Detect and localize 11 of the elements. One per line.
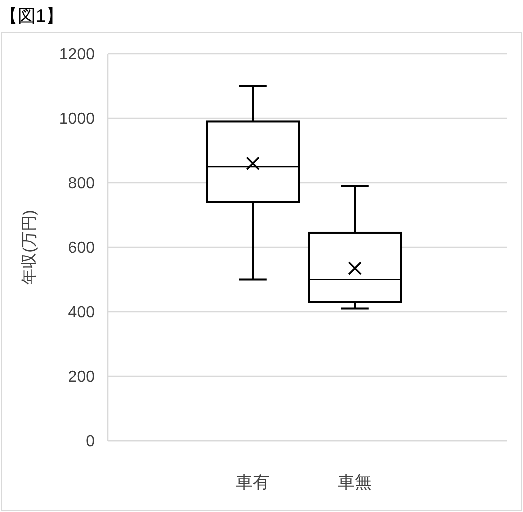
y-tick-label: 400 [68, 304, 96, 322]
y-axis-title: 年収(万円) [20, 210, 38, 285]
y-tick-label: 200 [68, 369, 96, 386]
y-tick-label: 0 [86, 434, 96, 451]
y-tick-label: 1000 [59, 111, 96, 128]
y-tick-label: 800 [68, 176, 96, 193]
y-tick-label: 1200 [59, 46, 96, 64]
x-tick-label: 車有 [236, 473, 270, 492]
y-tick-label: 600 [68, 240, 96, 258]
x-tick-label: 車無 [338, 473, 372, 492]
text: 【図1】 [0, 5, 64, 27]
